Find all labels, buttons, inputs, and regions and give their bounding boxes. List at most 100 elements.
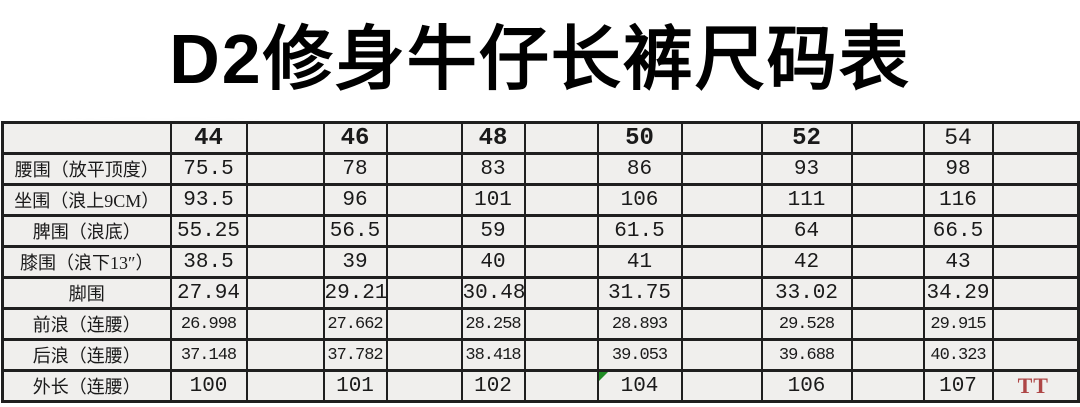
spacer-cell [523, 152, 599, 186]
spacer-cell [850, 338, 925, 372]
value-cell: 37.148 [169, 338, 248, 372]
value-cell: 39.688 [760, 338, 853, 372]
spacer-cell [385, 307, 463, 341]
spacer-cell [850, 307, 925, 341]
value-cell: 37.782 [322, 338, 388, 372]
comment-marker-icon [599, 373, 608, 381]
table-row: 膝围（浪下13″） 38.5 39 40 41 42 43 [1, 245, 1080, 279]
spacer-cell [850, 276, 925, 310]
spacer-cell: TT [991, 369, 1080, 403]
value-cell: 26.998 [169, 307, 248, 341]
note-text: TT [1017, 373, 1049, 399]
table-row: 腰围（放平顶度） 75.5 78 83 86 93 98 [1, 152, 1080, 186]
value-cell: 107 [922, 369, 994, 403]
spacer-cell [245, 121, 325, 155]
spacer-cell [991, 121, 1080, 155]
table-row: 外长（连腰） 100 101 102 104 106 107 TT [1, 369, 1080, 403]
spacer-cell [523, 183, 599, 217]
spacer-cell [385, 369, 463, 403]
spacer-cell [385, 245, 463, 279]
spacer-cell [523, 276, 599, 310]
spacer-cell [850, 152, 925, 186]
value-cell: 96 [322, 183, 388, 217]
size-header-44: 44 [169, 121, 248, 155]
spacer-cell [680, 183, 763, 217]
spacer-cell [991, 183, 1080, 217]
row-label: 脚围 [1, 276, 172, 310]
spacer-cell [523, 121, 599, 155]
row-label: 坐围（浪上9CM） [1, 183, 172, 217]
value-cell: 106 [596, 183, 683, 217]
value-cell: 38.5 [169, 245, 248, 279]
spacer-cell [523, 214, 599, 248]
row-label: 膝围（浪下13″） [1, 245, 172, 279]
spacer-cell [245, 307, 325, 341]
spacer-cell [850, 121, 925, 155]
value-cell: 33.02 [760, 276, 853, 310]
value-cell: 104 [596, 369, 683, 403]
value-cell: 93.5 [169, 183, 248, 217]
table-row: 脚围 27.94 29.21 30.48 31.75 33.02 34.29 [1, 276, 1080, 310]
value-cell: 41 [596, 245, 683, 279]
spacer-cell [523, 245, 599, 279]
value-cell: 29.21 [322, 276, 388, 310]
value-cell: 106 [760, 369, 853, 403]
table-row: 脾围（浪底） 55.25 56.5 59 61.5 64 66.5 [1, 214, 1080, 248]
value-cell: 28.258 [460, 307, 526, 341]
spacer-cell [991, 307, 1080, 341]
spacer-cell [680, 369, 763, 403]
value-cell: 116 [922, 183, 994, 217]
spacer-cell [991, 214, 1080, 248]
spacer-cell [680, 121, 763, 155]
spacer-cell [523, 307, 599, 341]
size-header-46: 46 [322, 121, 388, 155]
value-cell: 56.5 [322, 214, 388, 248]
value-cell: 28.893 [596, 307, 683, 341]
page-title: D2修身牛仔长裤尺码表 [169, 20, 911, 98]
value-cell: 75.5 [169, 152, 248, 186]
value-cell: 30.48 [460, 276, 526, 310]
table-row: 前浪（连腰） 26.998 27.662 28.258 28.893 29.528 29.9… [1, 307, 1080, 341]
value-cell: 83 [460, 152, 526, 186]
spacer-cell [245, 338, 325, 372]
size-header-50: 50 [596, 121, 683, 155]
spacer-cell [245, 152, 325, 186]
spacer-cell [680, 152, 763, 186]
value-cell: 111 [760, 183, 853, 217]
spacer-cell [523, 338, 599, 372]
table-row: 后浪（连腰） 37.148 37.782 38.418 39.053 39.688 40.3… [1, 338, 1080, 372]
row-label: 脾围（浪底） [1, 214, 172, 248]
value-cell: 31.75 [596, 276, 683, 310]
size-header-54: 54 [922, 121, 994, 155]
spacer-cell [385, 338, 463, 372]
spacer-cell [385, 276, 463, 310]
value-cell: 61.5 [596, 214, 683, 248]
size-chart-table: 44 46 48 50 52 54 腰围（放平顶度） 75.5 78 83 86 93 98 坐围（浪上9… [1, 121, 1080, 403]
spacer-cell [991, 152, 1080, 186]
size-header-48: 48 [460, 121, 526, 155]
value-cell: 59 [460, 214, 526, 248]
value-cell: 40.323 [922, 338, 994, 372]
value-cell: 101 [460, 183, 526, 217]
value-cell: 93 [760, 152, 853, 186]
spacer-cell [680, 307, 763, 341]
spacer-cell [385, 214, 463, 248]
spacer-cell [245, 276, 325, 310]
value-cell: 102 [460, 369, 526, 403]
spacer-cell [680, 338, 763, 372]
spacer-cell [680, 245, 763, 279]
value-cell: 40 [460, 245, 526, 279]
value-cell: 39 [322, 245, 388, 279]
value-cell: 55.25 [169, 214, 248, 248]
table-row: 坐围（浪上9CM） 93.5 96 101 106 111 116 [1, 183, 1080, 217]
spacer-cell [245, 245, 325, 279]
row-label: 腰围（放平顶度） [1, 152, 172, 186]
row-label: 后浪（连腰） [1, 338, 172, 372]
spacer-cell [385, 183, 463, 217]
spacer-cell [245, 369, 325, 403]
value-cell: 34.29 [922, 276, 994, 310]
row-label: 外长（连腰） [1, 369, 172, 403]
spacer-cell [680, 214, 763, 248]
spacer-cell [850, 183, 925, 217]
spacer-cell [991, 338, 1080, 372]
